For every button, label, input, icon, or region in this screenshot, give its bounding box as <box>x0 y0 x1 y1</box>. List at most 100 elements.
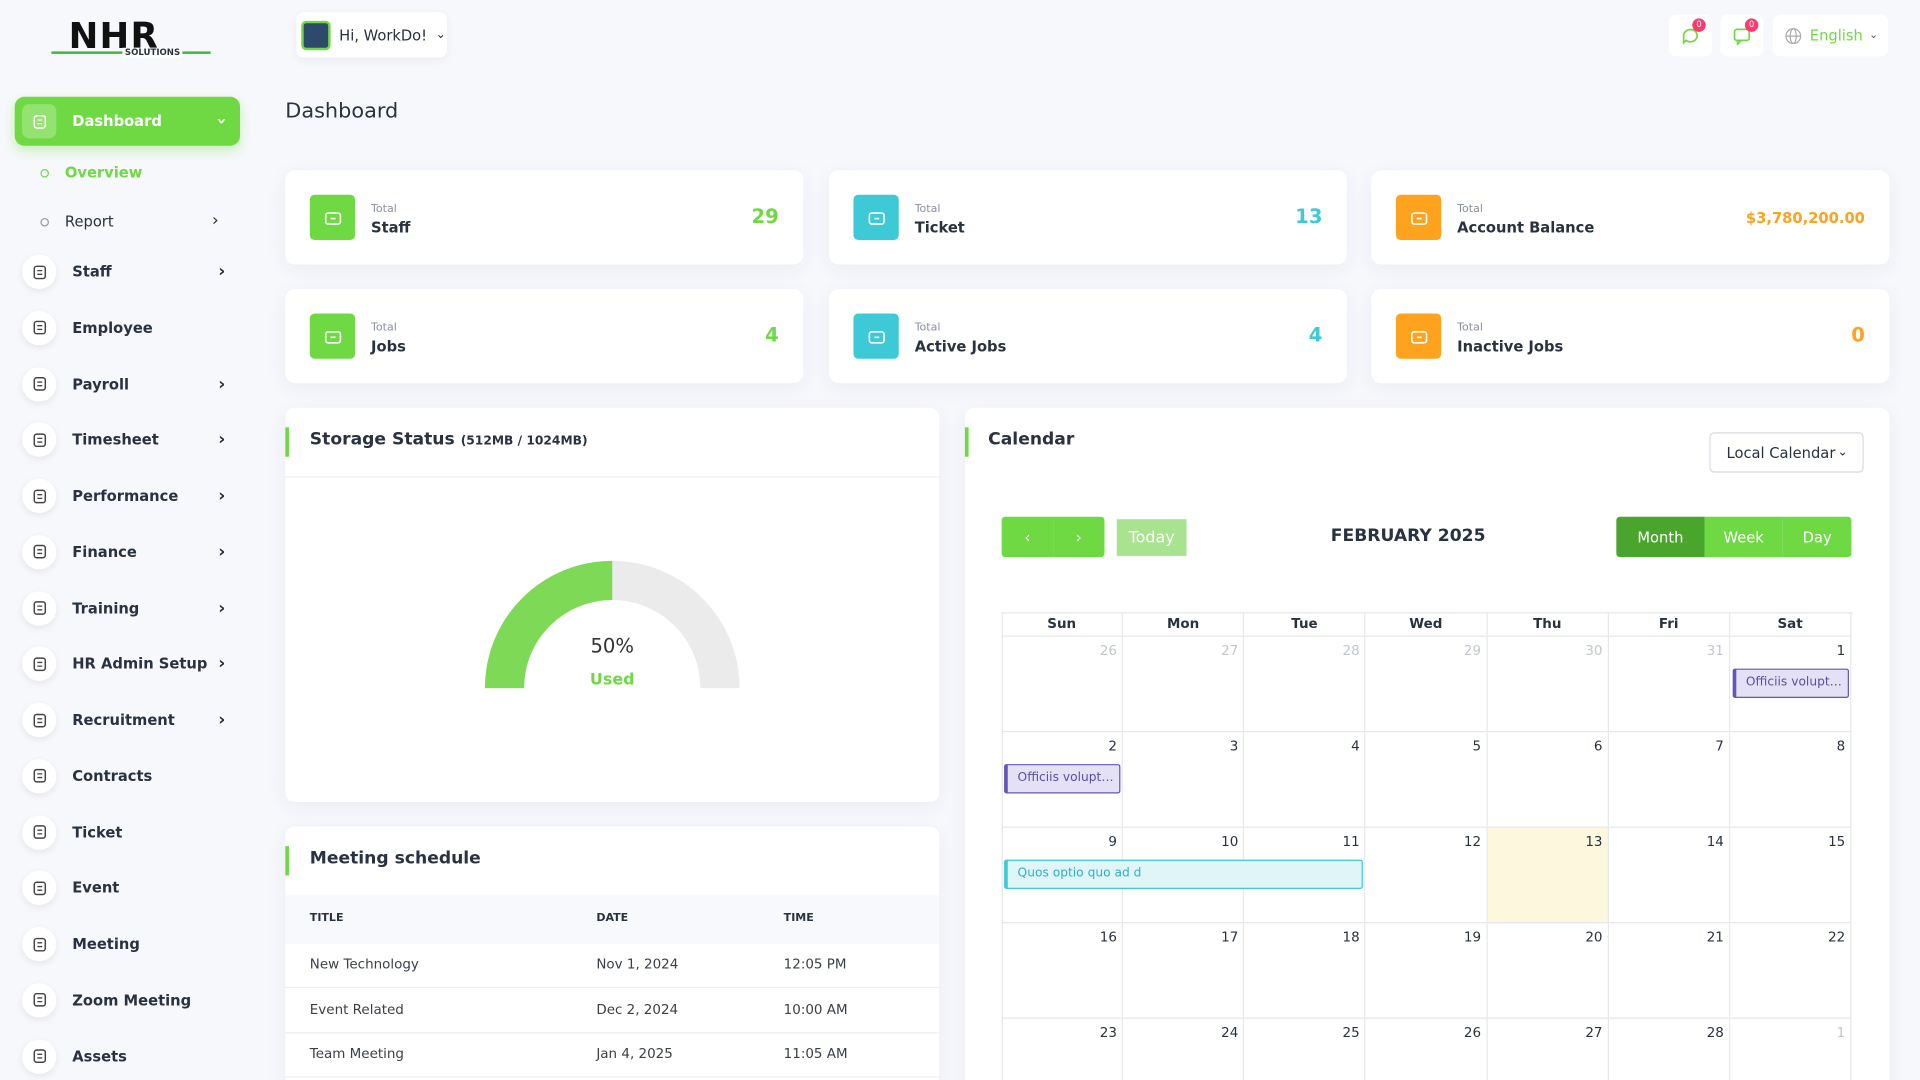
day-cell[interactable]: 28 <box>1244 636 1366 733</box>
stat-caption: Total <box>371 322 397 335</box>
nav-icon <box>22 758 57 794</box>
day-cell[interactable]: 2 <box>1001 732 1124 828</box>
day-cell[interactable]: 3 <box>1123 732 1245 828</box>
next-button[interactable]: › <box>1053 516 1105 558</box>
day-cell[interactable]: 13 <box>1487 827 1609 924</box>
day-cell[interactable]: 24 <box>1123 1018 1245 1080</box>
day-cell[interactable]: 6 <box>1487 732 1609 828</box>
nav-item[interactable]: Timesheet › <box>15 415 240 464</box>
stat-value: 29 <box>751 204 779 228</box>
nav-label: Performance <box>72 487 179 505</box>
submenu-item[interactable]: Overview <box>64 164 143 182</box>
nav-item[interactable]: Meeting <box>15 920 240 969</box>
nav-item[interactable]: Event <box>15 864 240 913</box>
stat-value: 4 <box>1308 323 1323 347</box>
nav-label: Dashboard <box>72 112 162 130</box>
view-button[interactable]: Week <box>1704 516 1783 558</box>
nav-icon <box>22 254 57 289</box>
nav-item[interactable]: Performance › <box>15 471 240 520</box>
card-title: Storage Status (512MB / 1024MB) <box>310 430 588 450</box>
prev-button[interactable]: ‹ <box>1001 516 1054 558</box>
day-cell[interactable]: 19 <box>1365 923 1488 1019</box>
nav-item[interactable]: Payroll › <box>15 359 240 408</box>
chevron: › <box>218 654 226 674</box>
calendar-event[interactable]: Quos optio quo ad d <box>1004 859 1364 889</box>
day-cell[interactable]: 15 <box>1729 827 1852 924</box>
day-cell[interactable]: 14 <box>1608 827 1730 924</box>
user-menu[interactable]: Hi, WorkDo! ⌄ <box>296 12 447 58</box>
today-button[interactable]: Today <box>1116 519 1187 556</box>
stat-icon <box>853 194 899 241</box>
stat-label: Staff <box>371 219 411 237</box>
chevron: › <box>211 117 232 125</box>
day-cell[interactable]: 20 <box>1487 923 1609 1019</box>
day-cell[interactable]: 29 <box>1365 636 1488 733</box>
day-cell[interactable]: 1 <box>1730 1018 1852 1080</box>
nav-item[interactable]: HR Admin Setup › <box>15 639 240 688</box>
day-cell[interactable]: 31 <box>1608 636 1730 733</box>
day-cell[interactable]: 30 <box>1487 636 1609 733</box>
nav-item[interactable]: Zoom Meeting <box>15 976 240 1025</box>
calendar-event[interactable]: Officiis voluptas c <box>1732 668 1849 698</box>
nav-label: Payroll <box>72 375 130 393</box>
stat-card: Total Active Jobs 4 <box>828 288 1347 384</box>
nav-item[interactable]: Contracts <box>15 752 240 801</box>
row-divider <box>285 1031 940 1033</box>
day-cell[interactable]: 25 <box>1244 1018 1366 1080</box>
language-select[interactable]: English ⌄ <box>1773 14 1889 57</box>
nav-icon <box>22 366 57 402</box>
day-cell[interactable]: 8 <box>1729 732 1852 828</box>
day-cell[interactable]: 21 <box>1608 923 1730 1019</box>
weekday: Fri <box>1608 612 1730 637</box>
nav-label: Finance <box>72 543 137 561</box>
nav-icon <box>22 478 57 514</box>
day-cell[interactable]: 28 <box>1609 1018 1730 1080</box>
day-cell[interactable]: 27 <box>1123 636 1245 733</box>
submenu-item[interactable]: Report <box>64 213 114 231</box>
day-cell[interactable]: 1 <box>1729 636 1852 733</box>
language: English <box>1809 26 1863 45</box>
table-cell: Jan 4, 2025 <box>596 1045 673 1062</box>
nav-item[interactable]: Training › <box>15 583 240 632</box>
day-cell[interactable]: 5 <box>1365 732 1488 828</box>
notifications-button[interactable]: 0 <box>1720 14 1764 57</box>
weekday: Wed <box>1365 612 1488 637</box>
day-cell[interactable]: 22 <box>1729 923 1852 1019</box>
nav-item[interactable]: Assets <box>15 1032 240 1080</box>
nav-item[interactable]: Finance › <box>15 527 240 576</box>
day-cell[interactable]: 16 <box>1001 923 1124 1019</box>
nav-item[interactable]: Recruitment › <box>15 696 240 745</box>
nav-item[interactable]: Ticket <box>15 808 240 857</box>
nav-item[interactable]: Dashboard › <box>14 96 241 146</box>
view-button[interactable]: Month <box>1616 516 1705 558</box>
day-cell[interactable]: 11 <box>1244 827 1366 924</box>
day-cell[interactable]: 12 <box>1365 827 1488 924</box>
chevron: › <box>218 542 226 562</box>
weekday: Sat <box>1729 612 1852 637</box>
row-divider <box>285 986 940 989</box>
nav-label: Timesheet <box>72 431 159 449</box>
day-cell[interactable]: 26 <box>1001 636 1124 733</box>
day-cell[interactable]: 23 <box>1002 1018 1124 1080</box>
table-cell: 12:05 PM <box>783 956 847 973</box>
day-cell[interactable]: 17 <box>1123 923 1245 1019</box>
greeting: Hi, WorkDo! <box>339 26 428 44</box>
day-cell[interactable]: 18 <box>1244 923 1366 1019</box>
table-header: TITLE <box>309 912 344 925</box>
stat-caption: Total <box>1457 322 1483 335</box>
weekday: Sun <box>1001 612 1124 637</box>
nav-label: Zoom Meeting <box>72 991 192 1009</box>
day-cell[interactable]: 7 <box>1608 732 1730 828</box>
chevron: › <box>218 262 226 282</box>
day-cell[interactable]: 27 <box>1487 1018 1609 1080</box>
calendar-source[interactable]: Local Calendar ⌄ <box>1709 432 1864 473</box>
chevron: › <box>218 710 226 730</box>
day-cell[interactable]: 26 <box>1366 1018 1488 1080</box>
day-cell[interactable]: 4 <box>1244 732 1366 828</box>
nav-item[interactable]: Staff › <box>15 247 240 296</box>
view-button[interactable]: Day <box>1782 516 1852 558</box>
calendar-event[interactable]: Officiis voluptas c <box>1004 764 1121 794</box>
messages-button[interactable]: 0 <box>1668 14 1712 57</box>
nav-item[interactable]: Employee <box>15 303 240 352</box>
